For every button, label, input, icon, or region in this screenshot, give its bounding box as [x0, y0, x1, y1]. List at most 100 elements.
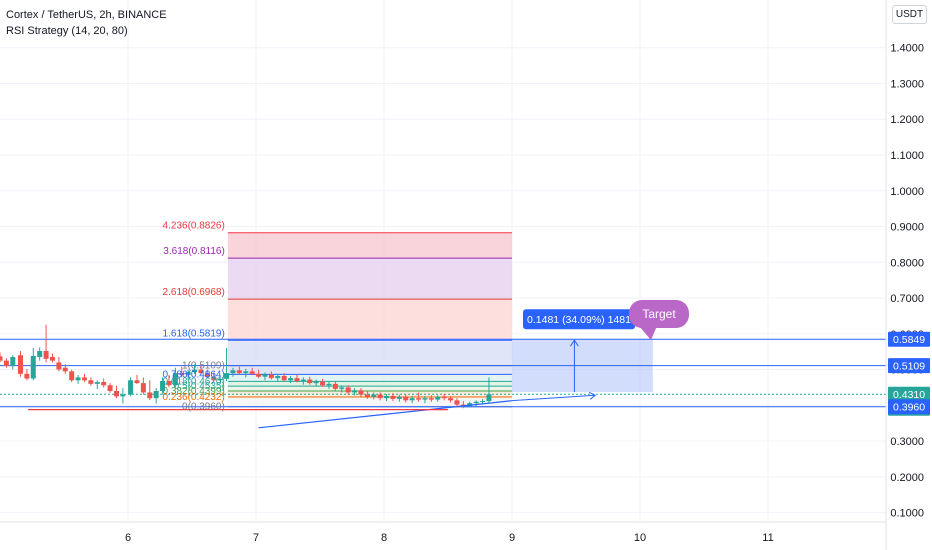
- candle-body[interactable]: [128, 380, 134, 395]
- candle-body[interactable]: [49, 357, 55, 361]
- fib-zone: [227, 374, 512, 382]
- candle-body[interactable]: [113, 391, 119, 397]
- candle-body[interactable]: [147, 392, 153, 399]
- candle-body[interactable]: [37, 350, 43, 358]
- candle-body[interactable]: [441, 396, 447, 399]
- time-axis: 6 7 8 9 10 11: [0, 521, 886, 544]
- measure-label-box: [523, 309, 635, 330]
- candle-body[interactable]: [81, 377, 87, 381]
- candle-body[interactable]: [390, 396, 396, 399]
- candle-body[interactable]: [377, 394, 383, 399]
- candle-body[interactable]: [3, 360, 9, 366]
- candle-body[interactable]: [236, 370, 242, 374]
- candle-body[interactable]: [435, 396, 441, 400]
- candle-body[interactable]: [307, 379, 313, 384]
- candle-body[interactable]: [0, 356, 3, 361]
- candle-body[interactable]: [364, 394, 370, 397]
- candle-body[interactable]: [352, 390, 358, 393]
- candle-body[interactable]: [211, 376, 217, 381]
- candle-body[interactable]: [384, 396, 390, 399]
- candle-body[interactable]: [160, 380, 166, 392]
- candle-body[interactable]: [224, 373, 230, 379]
- candle-body[interactable]: [326, 383, 332, 386]
- fib-level-label: 0.382(0.4399): [163, 386, 225, 397]
- candle-body[interactable]: [396, 396, 402, 399]
- candle-body[interactable]: [75, 377, 81, 381]
- fib-zone: [227, 340, 512, 366]
- candle-body[interactable]: [198, 369, 204, 374]
- candles: [0, 324, 492, 409]
- candle-body[interactable]: [120, 394, 126, 397]
- candle-body[interactable]: [281, 375, 287, 381]
- candle-body[interactable]: [56, 362, 62, 370]
- candle-body[interactable]: [30, 355, 36, 379]
- fib-level-label: 0(0.3960): [182, 402, 225, 413]
- candle-body[interactable]: [339, 387, 345, 389]
- candle-body[interactable]: [300, 379, 306, 381]
- candle-body[interactable]: [288, 378, 294, 381]
- candle-body[interactable]: [204, 373, 210, 377]
- candle-body[interactable]: [69, 371, 75, 381]
- candle-body[interactable]: [403, 396, 409, 401]
- candle-body[interactable]: [428, 398, 434, 400]
- fib-level-label: 0.236(0.4232): [163, 392, 225, 403]
- trend-line[interactable]: [258, 400, 513, 429]
- candle-body[interactable]: [448, 398, 454, 401]
- candle-body[interactable]: [332, 383, 338, 389]
- candle-body[interactable]: [249, 371, 255, 374]
- candle-body[interactable]: [345, 387, 351, 393]
- candle-body[interactable]: [409, 398, 415, 401]
- candle-body[interactable]: [10, 357, 16, 366]
- target-callout[interactable]: [629, 300, 689, 328]
- candle-body[interactable]: [192, 369, 198, 373]
- candle-body[interactable]: [88, 380, 94, 384]
- price-tick-label: 0.2000: [890, 472, 924, 484]
- candle-body[interactable]: [358, 390, 364, 395]
- fib-level-label: 3.618(0.8116): [163, 246, 225, 257]
- candle-body[interactable]: [243, 371, 249, 374]
- candle-body[interactable]: [24, 373, 30, 379]
- candle-body[interactable]: [294, 378, 300, 381]
- candle-body[interactable]: [153, 391, 159, 399]
- fib-level-label: 0.786(0.4864): [163, 369, 225, 380]
- projection-arrow[interactable]: [511, 394, 596, 402]
- fib-zone: [227, 258, 512, 300]
- candle-body[interactable]: [480, 401, 486, 403]
- candle-body[interactable]: [166, 380, 172, 386]
- candle-body[interactable]: [313, 381, 319, 384]
- candle-body[interactable]: [268, 374, 274, 379]
- fib-labels: 4.236(0.8826) 3.618(0.8116) 2.618(0.6968) 1…: [163, 221, 225, 413]
- candle-body[interactable]: [230, 370, 236, 374]
- candle-body[interactable]: [134, 380, 140, 384]
- candle-body[interactable]: [275, 375, 281, 379]
- candle-body[interactable]: [94, 382, 100, 384]
- price-tick-label: 1.4000: [890, 43, 924, 55]
- candle-body[interactable]: [172, 373, 178, 386]
- candle-body[interactable]: [422, 398, 428, 400]
- price-tick-label: 1.0000: [890, 186, 924, 198]
- price-badge: [888, 358, 930, 374]
- candle-body[interactable]: [217, 378, 223, 381]
- currency-button[interactable]: USDT: [892, 5, 927, 24]
- candle-body[interactable]: [371, 394, 377, 397]
- candle-body[interactable]: [101, 382, 107, 386]
- candle-body[interactable]: [262, 374, 268, 377]
- candle-body[interactable]: [17, 355, 23, 374]
- candle-body[interactable]: [185, 372, 191, 375]
- candle-body[interactable]: [43, 350, 49, 359]
- candle-body[interactable]: [107, 385, 113, 392]
- candle-body[interactable]: [256, 373, 262, 377]
- measure-label: 0.1481 (34.09%) 1481: [527, 314, 631, 326]
- indicator-legend[interactable]: RSI Strategy (14, 20, 80): [6, 25, 128, 37]
- candle-body[interactable]: [62, 367, 68, 372]
- candle-body[interactable]: [179, 373, 185, 375]
- candle-body[interactable]: [473, 401, 479, 404]
- fib-level-label: 2.618(0.6968): [163, 287, 225, 298]
- candle-body[interactable]: [486, 394, 492, 402]
- candle-body[interactable]: [416, 398, 422, 400]
- price-tick-label: 0.1000: [890, 508, 924, 520]
- candle-body[interactable]: [140, 383, 146, 393]
- candle-body[interactable]: [320, 381, 326, 386]
- candle-body[interactable]: [454, 400, 460, 405]
